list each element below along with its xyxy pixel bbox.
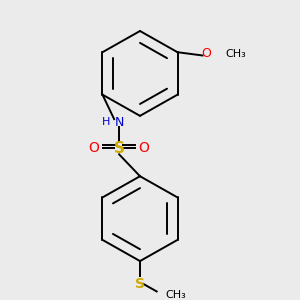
Text: O: O bbox=[139, 142, 150, 155]
Text: O: O bbox=[89, 142, 100, 155]
Text: S: S bbox=[135, 277, 145, 291]
Text: CH₃: CH₃ bbox=[165, 290, 186, 300]
Text: O: O bbox=[201, 47, 211, 60]
Text: CH₃: CH₃ bbox=[226, 49, 247, 59]
Text: H: H bbox=[102, 117, 110, 128]
Text: N: N bbox=[115, 116, 124, 129]
Text: S: S bbox=[114, 141, 124, 156]
